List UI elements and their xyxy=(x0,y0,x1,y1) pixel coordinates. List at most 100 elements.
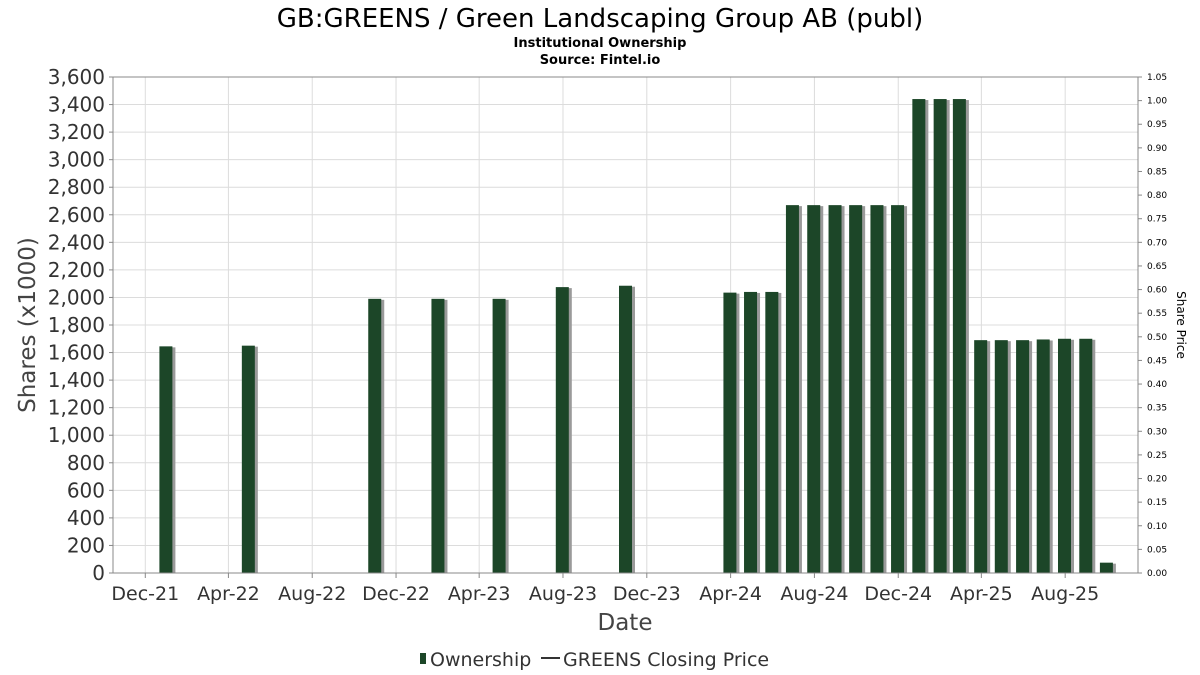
bar-fill xyxy=(1079,338,1093,573)
y-tick-label: 1,000 xyxy=(48,423,105,447)
bar-fill xyxy=(492,298,506,573)
bar-fill xyxy=(241,345,255,573)
y-right-tick-label: 1.00 xyxy=(1147,97,1167,107)
y-right-tick-label: 0.35 xyxy=(1147,404,1167,414)
bar-fill xyxy=(723,292,737,573)
chart-title: GB:GREENS / Green Landscaping Group AB (… xyxy=(277,4,924,34)
bar xyxy=(994,340,1011,573)
y-tick-label: 3,400 xyxy=(48,93,105,117)
chart-source: Source: Fintel.io xyxy=(540,53,661,68)
y-right-tick-label: 0.45 xyxy=(1147,356,1167,366)
bar-fill xyxy=(744,291,758,573)
x-tick-label: Aug-22 xyxy=(278,583,346,605)
y-tick-label: 1,600 xyxy=(48,341,105,365)
bar-fill xyxy=(828,205,842,573)
y-right-tick-label: 0.55 xyxy=(1147,309,1167,319)
bar-fill xyxy=(807,205,821,573)
y-tick-label: 2,400 xyxy=(48,230,105,254)
bar-fill xyxy=(933,99,947,574)
bar xyxy=(912,99,929,574)
y-right-tick-label: 0.65 xyxy=(1147,262,1167,272)
y-right-tick-label: 1.05 xyxy=(1147,73,1167,83)
bar xyxy=(870,205,887,573)
y-tick-label: 1,200 xyxy=(48,396,105,420)
bar xyxy=(974,340,991,573)
y-right-tick-label: 0.00 xyxy=(1147,569,1167,579)
y-tick-label: 200 xyxy=(67,533,105,557)
x-tick-label: Dec-23 xyxy=(613,583,681,605)
bar xyxy=(785,205,802,573)
y-right-tick-label: 0.90 xyxy=(1147,144,1167,154)
x-tick-label: Dec-24 xyxy=(864,583,932,605)
y-tick-label: 2,600 xyxy=(48,203,105,227)
bar-fill xyxy=(952,99,966,574)
y-right-tick-label: 0.20 xyxy=(1147,475,1167,485)
bar-fill xyxy=(912,99,926,574)
y-tick-label: 3,200 xyxy=(48,120,105,144)
bar xyxy=(807,205,824,573)
bar xyxy=(1016,340,1033,573)
legend-ownership-label: Ownership xyxy=(430,649,531,671)
y-tick-label: 1,400 xyxy=(48,368,105,392)
bar xyxy=(555,287,572,573)
y-axis-label-right: Share Price xyxy=(1174,291,1188,359)
y-right-tick-label: 0.60 xyxy=(1147,286,1167,296)
bar xyxy=(431,298,448,573)
y-right-tick-label: 0.85 xyxy=(1147,167,1167,177)
x-axis-label: Date xyxy=(598,610,653,636)
legend-ownership-swatch xyxy=(420,653,426,664)
bar xyxy=(828,205,845,573)
y-right-tick-label: 0.75 xyxy=(1147,215,1167,225)
bar-fill xyxy=(619,285,632,573)
y-right-tick-label: 0.10 xyxy=(1147,522,1167,532)
bar xyxy=(1079,338,1096,573)
bar xyxy=(891,205,908,573)
bar-fill xyxy=(1036,339,1050,573)
bar xyxy=(619,285,635,573)
bar-fill xyxy=(974,340,988,573)
y-right-tick-label: 0.25 xyxy=(1147,451,1167,461)
y-tick-label: 400 xyxy=(67,506,105,530)
bar xyxy=(952,99,969,574)
y-tick-label: 600 xyxy=(67,478,105,502)
legend: Ownership GREENS Closing Price xyxy=(420,649,769,671)
x-tick-label: Dec-22 xyxy=(362,583,430,605)
y-right-tick-label: 0.95 xyxy=(1147,120,1167,130)
y-right-tick-label: 0.80 xyxy=(1147,191,1167,201)
bar-fill xyxy=(994,340,1008,573)
bar xyxy=(933,99,950,574)
bar-fill xyxy=(1099,562,1113,573)
bar xyxy=(1099,562,1116,573)
y-tick-label: 2,800 xyxy=(48,175,105,199)
bar-fill xyxy=(368,298,382,573)
y-right-tick-label: 0.05 xyxy=(1147,545,1167,555)
bar xyxy=(744,291,761,573)
y-tick-label: 0 xyxy=(92,561,105,585)
y-tick-label: 2,200 xyxy=(48,258,105,282)
x-tick-label: Dec-21 xyxy=(111,583,179,605)
bar-fill xyxy=(870,205,884,573)
bar-fill xyxy=(765,291,779,573)
bar xyxy=(368,298,385,573)
bars xyxy=(159,99,1116,574)
y-right-tick-label: 0.40 xyxy=(1147,380,1167,390)
bar xyxy=(765,291,782,573)
bar-fill xyxy=(1057,338,1071,573)
bar xyxy=(492,298,509,573)
y-axis-right: 0.00 0.05 0.10 0.15 0.20 0.25 0.30 0.35 0.40 0.45… xyxy=(1138,73,1167,579)
bar xyxy=(1036,339,1053,573)
y-tick-label: 2,000 xyxy=(48,285,105,309)
bar-fill xyxy=(1016,340,1030,573)
y-axis-left: 0 200 400 600 800 1,000 1,200 1,400 1,600 1,800 2,… xyxy=(48,65,113,585)
y-tick-label: 3,000 xyxy=(48,148,105,172)
bar xyxy=(1057,338,1074,573)
x-tick-label: Apr-22 xyxy=(197,583,260,605)
x-tick-label: Aug-24 xyxy=(780,583,848,605)
y-right-tick-label: 0.30 xyxy=(1147,427,1167,437)
chart-subtitle: Institutional Ownership xyxy=(514,36,687,51)
x-axis: Dec-21 Apr-22 Aug-22 Dec-22 Apr-23 Aug-23 Dec-… xyxy=(111,573,1099,605)
bar xyxy=(723,292,740,573)
y-right-tick-label: 0.70 xyxy=(1147,238,1167,248)
bar-fill xyxy=(849,205,863,573)
y-axis-label: Shares (x1000) xyxy=(15,237,41,413)
